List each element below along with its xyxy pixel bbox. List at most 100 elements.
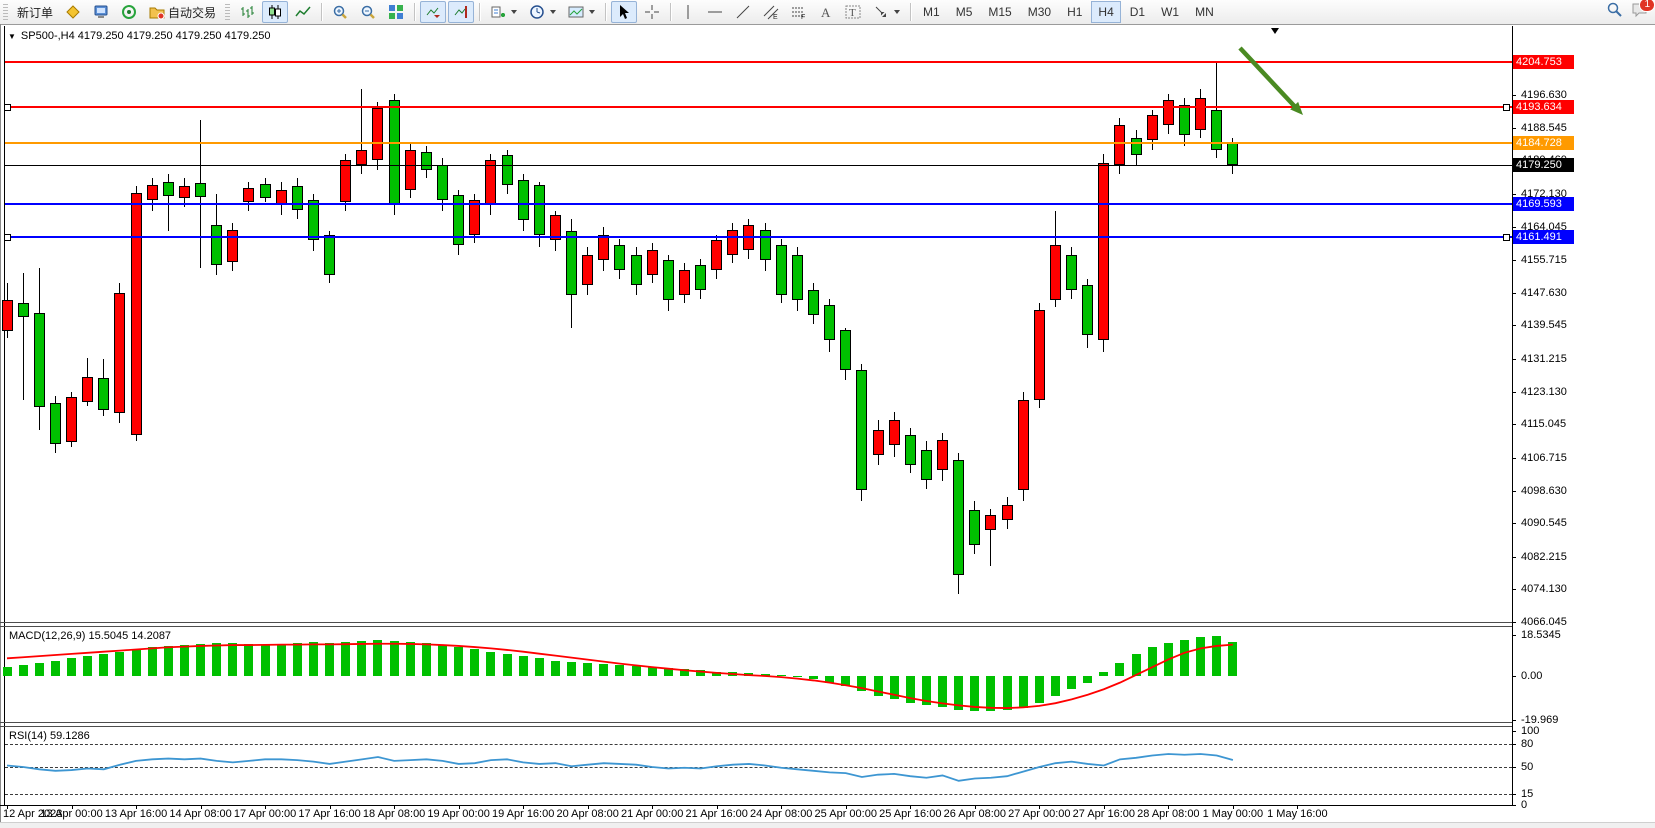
chart-left-border <box>4 26 5 806</box>
price-axis-border <box>1512 26 1513 806</box>
chevron-down-icon <box>550 10 557 14</box>
text-button[interactable]: A <box>814 1 838 23</box>
periods-button[interactable] <box>524 1 561 23</box>
notifications-button[interactable]: 1 <box>1631 0 1655 18</box>
horizontal-line-button[interactable] <box>702 1 728 23</box>
toolbar-right: 1 <box>1606 0 1655 18</box>
timeframe-M1[interactable]: M1 <box>923 5 940 19</box>
fibonacci-icon: F <box>791 4 807 20</box>
pane-separator[interactable] <box>0 726 1512 727</box>
text-label-button[interactable]: T <box>840 1 866 23</box>
svg-text:F: F <box>801 14 805 20</box>
new-chart-button[interactable] <box>485 1 522 23</box>
timeframe-H4[interactable]: H4 <box>1091 1 1121 23</box>
notification-badge: 1 <box>1639 0 1655 12</box>
candlestick-chart-icon <box>267 4 283 20</box>
new-chart-icon <box>490 4 506 20</box>
text-a-icon: A <box>819 4 833 20</box>
chart-shift-button[interactable] <box>448 1 475 23</box>
tile-windows-button[interactable] <box>383 1 409 23</box>
symbol-dropdown-icon[interactable]: ▼ <box>8 31 16 41</box>
auto-scroll-button[interactable] <box>420 1 447 23</box>
auto-trading-button[interactable]: 自动交易 <box>144 1 221 23</box>
line-chart-button[interactable] <box>290 1 316 23</box>
line-chart-icon <box>295 4 311 20</box>
window-left-border <box>0 24 1 828</box>
chevron-down-icon <box>894 10 901 14</box>
new-order-button[interactable]: 新订单 <box>12 1 58 23</box>
chart-background <box>0 25 1655 828</box>
toolbar-separator <box>605 3 607 21</box>
crosshair-button[interactable] <box>639 1 665 23</box>
arrows-icon <box>873 4 889 20</box>
toolbar-separator <box>910 3 912 21</box>
vertical-line-button[interactable] <box>676 1 700 23</box>
toolbar-separator <box>321 3 323 21</box>
trendline-icon <box>735 4 751 20</box>
chevron-down-icon <box>511 10 518 14</box>
pane-separator[interactable] <box>0 622 1512 623</box>
zoom-out-icon <box>360 4 376 20</box>
timeframe-H1[interactable]: H1 <box>1067 5 1083 19</box>
timeframe-MN[interactable]: MN <box>1195 5 1214 19</box>
chart-shift-icon <box>453 4 469 20</box>
horizontal-line-icon <box>707 4 723 20</box>
chevron-down-icon <box>589 10 596 14</box>
terminal-icon <box>93 4 109 20</box>
pane-separator[interactable] <box>0 722 1512 723</box>
main-toolbar: 新订单 自动交易 <box>0 0 1655 25</box>
symbol-info-row[interactable]: ▼ SP500-,H4 4179.250 4179.250 4179.250 4… <box>8 30 270 42</box>
timeframe-M5[interactable]: M5 <box>955 5 973 19</box>
search-icon[interactable] <box>1606 1 1623 18</box>
svg-text:T: T <box>849 7 856 19</box>
equidistant-channel-button[interactable]: E <box>758 1 784 23</box>
auto-scroll-icon <box>425 4 441 20</box>
vertical-line-icon <box>681 4 695 20</box>
cursor-button[interactable] <box>611 1 638 23</box>
zoom-in-button[interactable] <box>327 1 353 23</box>
signal-button[interactable] <box>116 1 142 23</box>
signal-icon <box>121 4 137 20</box>
candlestick-chart-button[interactable] <box>262 1 289 23</box>
equidistant-channel-icon: E <box>763 4 779 20</box>
timeframe-D1[interactable]: D1 <box>1129 5 1146 19</box>
deposit-button[interactable] <box>60 1 86 23</box>
trendline-button[interactable] <box>730 1 756 23</box>
clock-icon <box>529 4 545 20</box>
bar-chart-icon <box>239 4 255 20</box>
timeframe-M15[interactable]: M15 <box>988 5 1012 19</box>
text-label-icon: T <box>845 4 861 20</box>
toolbar-separator <box>414 3 416 21</box>
terminal-button[interactable] <box>88 1 114 23</box>
toolbar-grip[interactable] <box>3 4 8 20</box>
timeframe-M30[interactable]: M30 <box>1027 5 1052 19</box>
toolbar-grip[interactable] <box>225 4 231 20</box>
fibonacci-button[interactable]: F <box>786 1 812 23</box>
timeframe-toolbar: M1 M5 M15 M30 H1 H4 D1 W1 MN <box>915 1 1222 23</box>
horizontal-scrollbar[interactable] <box>0 822 1655 828</box>
svg-text:A: A <box>821 5 831 20</box>
symbol-ohlc-text: SP500-,H4 4179.250 4179.250 4179.250 417… <box>20 30 271 42</box>
arrows-button[interactable] <box>868 1 905 23</box>
tile-windows-icon <box>388 4 404 20</box>
rsi-label: RSI(14) 59.1286 <box>9 730 90 742</box>
crosshair-icon <box>644 4 660 20</box>
zoom-out-button[interactable] <box>355 1 381 23</box>
time-axis-border <box>0 805 1512 806</box>
timeframe-W1[interactable]: W1 <box>1161 5 1180 19</box>
zoom-in-icon <box>332 4 348 20</box>
svg-text:E: E <box>773 14 778 20</box>
toolbar-separator <box>479 3 481 21</box>
autotrade-icon <box>149 4 165 20</box>
gold-icon <box>65 4 81 20</box>
bar-chart-button[interactable] <box>234 1 260 23</box>
cursor-icon <box>616 4 632 20</box>
toolbar-separator <box>670 3 672 21</box>
macd-label: MACD(12,26,9) 15.5045 14.2087 <box>9 630 172 642</box>
pane-separator[interactable] <box>0 626 1512 627</box>
templates-button[interactable] <box>563 1 600 23</box>
auto-trading-label: 自动交易 <box>168 5 217 20</box>
new-order-label: 新订单 <box>17 5 54 20</box>
template-icon <box>568 4 584 20</box>
